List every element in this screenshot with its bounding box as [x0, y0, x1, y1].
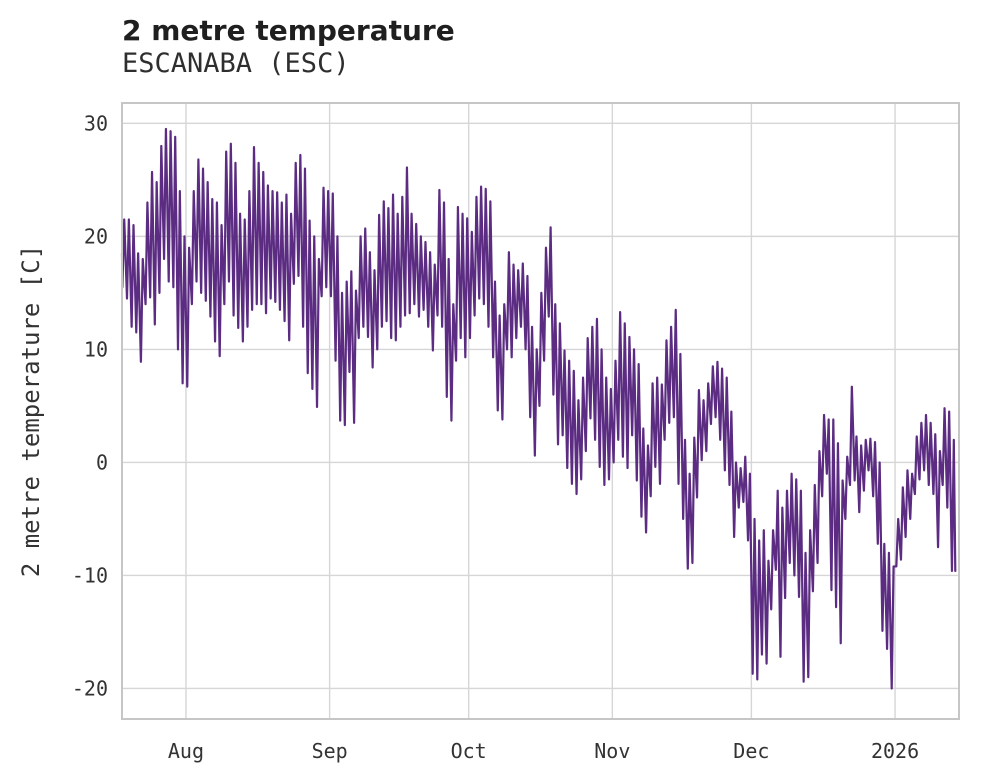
plot-frame [121, 102, 960, 720]
y-tick-label-10: 10 [84, 337, 108, 361]
y-tick-label--10: -10 [72, 563, 108, 587]
x-tick-label-Dec: Dec [733, 739, 769, 763]
x-tick-label-Aug: Aug [168, 739, 204, 763]
chart-title: 2 metre temperature [122, 14, 455, 47]
x-tick-label-Oct: Oct [451, 739, 487, 763]
x-tick-label-Sep: Sep [312, 739, 348, 763]
y-tick-label-30: 30 [84, 111, 108, 135]
chart-subtitle: ESCANABA (ESC) [122, 48, 350, 79]
x-tick-label-Nov: Nov [594, 739, 630, 763]
y-tick-label-20: 20 [84, 224, 108, 248]
y-tick-label--20: -20 [72, 676, 108, 700]
y-tick-label-0: 0 [96, 450, 108, 474]
x-tick-label-2026: 2026 [871, 739, 919, 763]
temperature-line [120, 127, 957, 690]
